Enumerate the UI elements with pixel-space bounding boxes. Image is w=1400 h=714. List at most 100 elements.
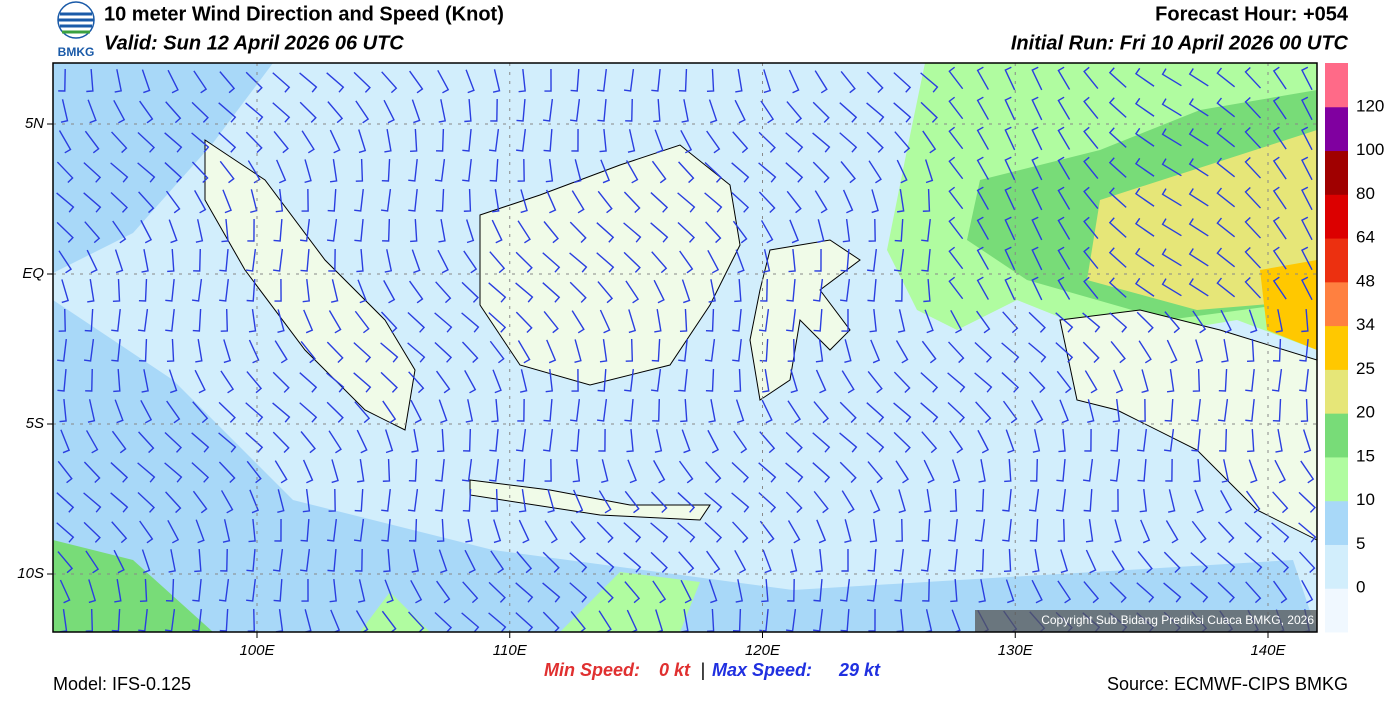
wind-barb <box>463 250 478 274</box>
wind-barb <box>57 551 74 574</box>
wind-barb <box>164 431 183 453</box>
wind-barb <box>84 130 100 154</box>
wind-barb <box>302 278 310 303</box>
wind-barb <box>56 522 75 543</box>
wind-barb <box>1302 429 1312 454</box>
wind-barb <box>111 521 128 544</box>
wind-barb <box>438 549 448 574</box>
wind-barb <box>677 221 696 243</box>
wind-barb <box>1055 312 1074 333</box>
wind-barb <box>1083 126 1099 150</box>
wind-barb <box>841 370 855 394</box>
wind-barb <box>248 309 257 333</box>
wind-barb <box>814 248 822 272</box>
colorbar-label: 0 <box>1356 578 1365 597</box>
wind-barb <box>434 611 453 632</box>
wind-barb <box>114 399 124 424</box>
wind-barb <box>812 161 830 183</box>
wind-barb <box>545 368 554 393</box>
wind-barb <box>380 342 399 363</box>
wind-barb <box>598 428 606 452</box>
wind-barb <box>732 608 742 632</box>
wind-barb <box>651 160 667 184</box>
wind-barb <box>1193 458 1201 483</box>
wind-barb <box>1108 187 1127 208</box>
wind-barb <box>354 218 364 242</box>
wind-barb <box>326 372 345 393</box>
wind-barb <box>218 102 237 123</box>
wind-barb <box>569 98 581 122</box>
wind-barb <box>734 278 742 303</box>
wind-barb <box>462 581 479 604</box>
wind-barb <box>274 518 282 542</box>
speed-area <box>53 63 273 273</box>
wind-barb <box>491 398 499 423</box>
wind-barb <box>1272 491 1289 514</box>
wind-barb <box>1247 428 1255 453</box>
wind-barb <box>569 281 587 303</box>
wind-barb <box>735 69 743 93</box>
wind-barb <box>86 249 98 274</box>
colorbar-label: 10 <box>1356 490 1375 509</box>
wind-barb <box>272 402 291 423</box>
wind-barb <box>650 551 668 573</box>
wind-barb <box>786 278 796 302</box>
wind-barb <box>1030 458 1038 482</box>
wind-barb <box>1161 68 1182 87</box>
wind-barb <box>1272 246 1287 270</box>
wind-barb <box>515 612 534 632</box>
wind-barb <box>787 338 795 362</box>
wind-barb <box>840 248 850 272</box>
wind-barb <box>1272 398 1282 422</box>
wind-barb <box>868 160 882 184</box>
wind-barb <box>599 339 608 363</box>
wind-barb <box>542 252 561 273</box>
wind-barb <box>704 521 723 543</box>
wind-barb <box>894 218 904 242</box>
wind-barb <box>520 189 528 214</box>
wind-barb <box>1028 489 1040 512</box>
wind-barb <box>1272 216 1287 240</box>
wind-barb <box>704 492 723 513</box>
wind-barb <box>1161 278 1182 297</box>
wind-barb <box>653 98 661 123</box>
wind-barb <box>164 132 183 153</box>
wind-barb <box>434 312 453 333</box>
wind-barb <box>571 310 585 334</box>
wind-barb <box>893 102 912 123</box>
wind-barb <box>138 608 148 632</box>
wind-barb <box>1082 341 1100 363</box>
wind-barb <box>139 100 154 124</box>
wind-barb <box>1217 399 1229 422</box>
wind-barb <box>978 459 986 483</box>
wind-barb <box>545 158 554 183</box>
wind-barb <box>596 521 614 543</box>
wind-barb <box>57 460 73 484</box>
wind-barb <box>326 401 344 423</box>
wind-barb <box>763 69 772 94</box>
wind-barb <box>896 159 908 184</box>
wind-barb <box>866 131 884 153</box>
wind-barb <box>839 132 858 153</box>
wind-barb <box>246 548 256 572</box>
wind-barb <box>493 519 502 544</box>
wind-barb <box>327 188 337 212</box>
wind-barb <box>814 190 828 214</box>
wind-barb <box>112 278 121 302</box>
wind-barb <box>543 398 553 422</box>
wind-barb <box>56 192 75 213</box>
wind-barb <box>1191 398 1201 422</box>
wind-barb <box>137 162 156 183</box>
wind-barb <box>195 339 203 363</box>
wind-barb <box>491 219 503 244</box>
wind-barb <box>976 246 989 270</box>
wind-barb <box>516 98 526 122</box>
wind-barb <box>88 579 97 604</box>
wind-barb <box>515 311 533 333</box>
wind-barb <box>461 312 480 333</box>
wind-barb <box>732 308 742 332</box>
wind-barb <box>301 578 309 602</box>
wind-barb <box>1056 488 1066 512</box>
wind-barb <box>628 309 637 334</box>
wind-barb <box>515 282 534 303</box>
